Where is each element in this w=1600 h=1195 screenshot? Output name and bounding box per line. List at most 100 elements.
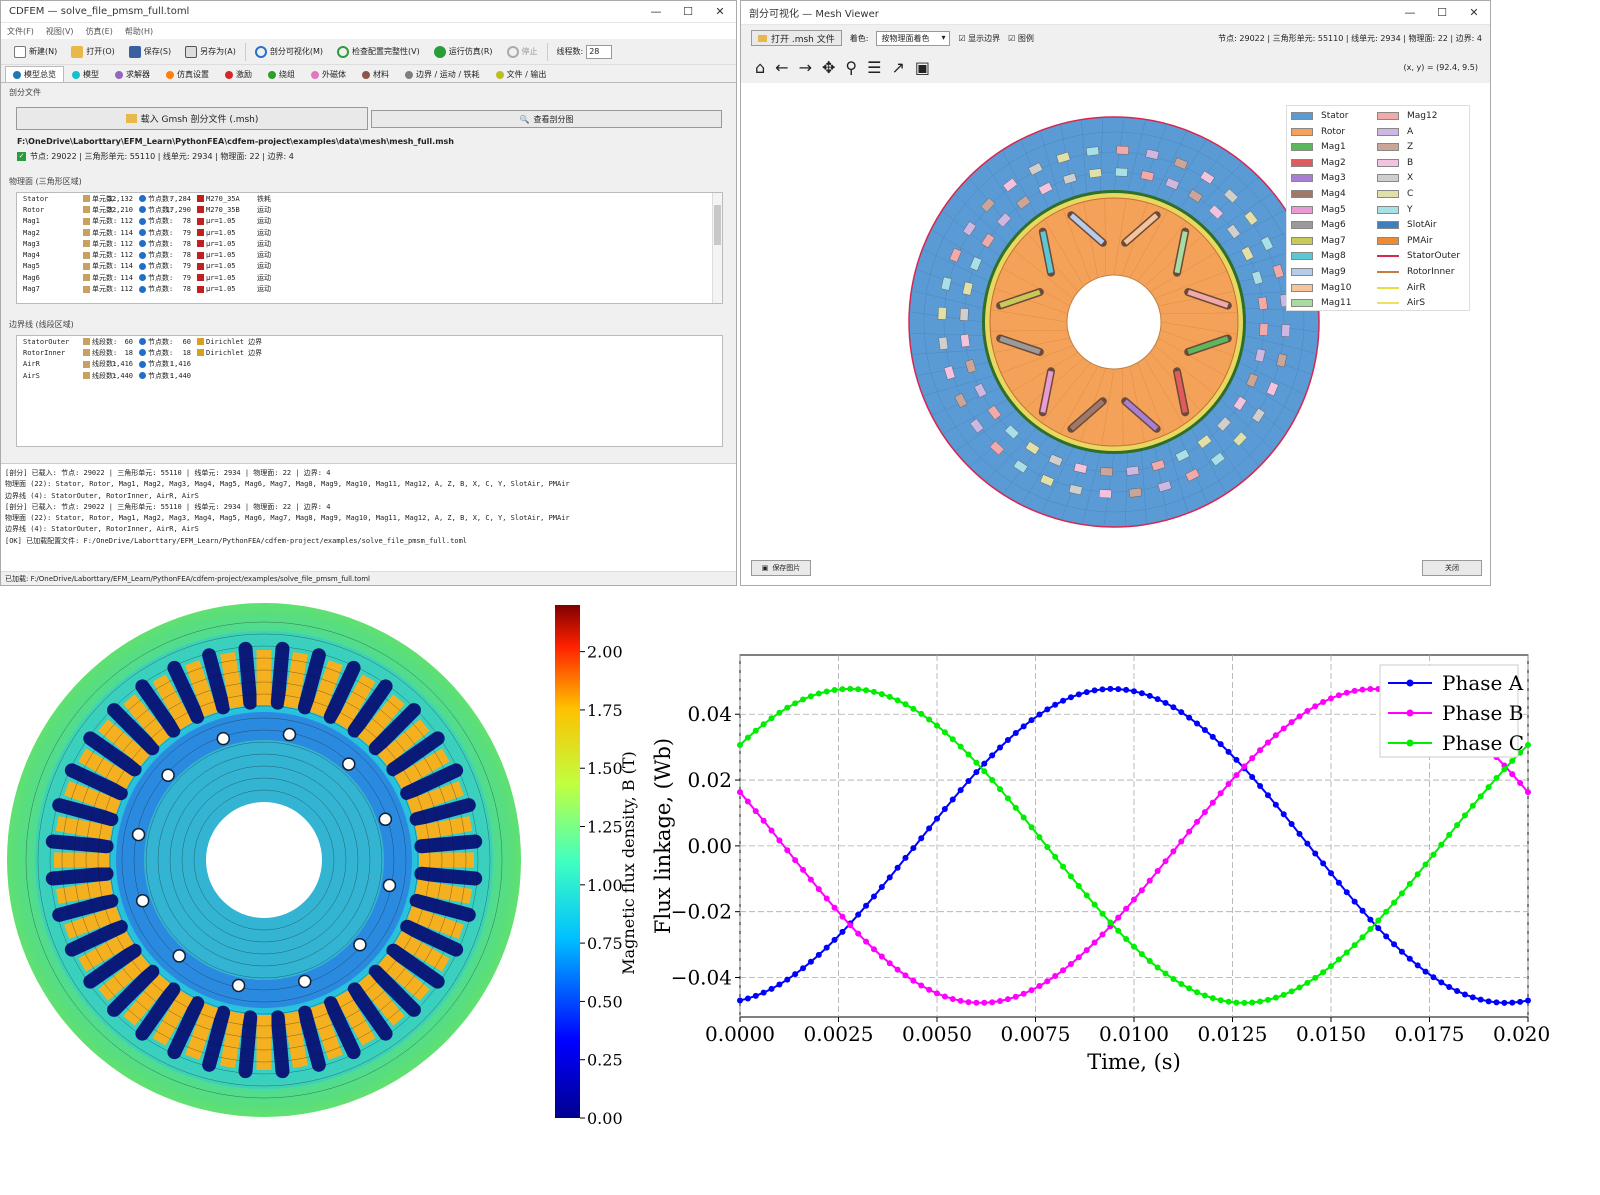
- show-boundary-checkbox[interactable]: ☑ 显示边界: [958, 33, 1000, 44]
- coil-patch: [1173, 157, 1189, 170]
- subplots-icon[interactable]: ☰: [867, 57, 882, 77]
- series-point: [973, 759, 980, 766]
- new-button[interactable]: 新建(N): [9, 44, 62, 60]
- menu-sim[interactable]: 仿真(E): [85, 26, 113, 36]
- bnd-row[interactable]: AirS 线段数: 1,440 节点数: 1,440: [17, 370, 722, 381]
- phys-row[interactable]: Mag5 单元数: 114 节点数: 79 μr=1.05 运动: [17, 261, 722, 272]
- elem-header: 单元数:: [92, 273, 118, 282]
- series-point: [1036, 711, 1043, 718]
- mesh-vis-button[interactable]: 剖分可视化(M): [250, 44, 328, 60]
- maximize-button[interactable]: ☐: [1437, 6, 1447, 19]
- stop-button[interactable]: 停止: [502, 44, 543, 60]
- scroll-thumb[interactable]: [714, 205, 721, 245]
- slot-region: [238, 641, 258, 710]
- menu-help[interactable]: 帮助(H): [124, 26, 154, 36]
- close-button[interactable]: ✕: [1469, 6, 1479, 19]
- phys-list[interactable]: Stator 单元数: 12,132 节点数: 7,284 M270_35A 铁耗 Rotor…: [16, 192, 723, 304]
- open-button[interactable]: 打开(O): [66, 44, 120, 60]
- x-tick-label: 0.0100: [1099, 1022, 1169, 1046]
- zoom-icon[interactable]: ⚲: [845, 57, 858, 77]
- series-point: [1146, 958, 1153, 965]
- series-point: [1091, 687, 1098, 694]
- run-button[interactable]: 运行仿真(R): [429, 44, 498, 60]
- save-icon[interactable]: ▣: [914, 57, 930, 77]
- legend-item: Mag9: [1291, 267, 1346, 277]
- phys-row[interactable]: Mag2 单元数: 114 节点数: 79 μr=1.05 运动: [17, 227, 722, 238]
- threads-spinbox[interactable]: 28: [586, 44, 613, 59]
- series-point: [1280, 725, 1287, 732]
- phys-row[interactable]: Mag6 单元数: 114 节点数: 79 μr=1.05 运动: [17, 272, 722, 283]
- menu-view[interactable]: 视图(V): [45, 26, 74, 36]
- material-label: μr=1.05: [206, 262, 236, 271]
- save-image-button[interactable]: ▣ 保存图片: [751, 560, 811, 576]
- back-icon[interactable]: ←: [775, 57, 789, 77]
- maximize-button[interactable]: ☐: [683, 5, 693, 18]
- tab-4[interactable]: 激励: [217, 66, 260, 82]
- coil-patch: [1251, 407, 1266, 423]
- home-icon[interactable]: ⌂: [755, 57, 766, 77]
- minimize-button[interactable]: —: [1404, 6, 1416, 19]
- seg-header: 线段数:: [92, 360, 118, 369]
- series-point: [1083, 947, 1090, 954]
- series-point: [1288, 719, 1295, 726]
- color-select[interactable]: 按物理面着色 ▾: [876, 30, 951, 46]
- tooth-field: [78, 931, 134, 972]
- phys-row[interactable]: Mag3 单元数: 112 节点数: 78 μr=1.05 运动: [17, 238, 722, 249]
- log-console[interactable]: [剖分] 已载入: 节点: 29022 | 三角形单元: 55110 | 线单元…: [1, 463, 736, 571]
- phys-row[interactable]: Mag4 单元数: 112 节点数: 78 μr=1.05 运动: [17, 249, 722, 260]
- node-header: 节点数:: [148, 337, 174, 346]
- tab-7[interactable]: 材料: [354, 66, 397, 82]
- tab-8[interactable]: 边界 / 运动 / 铁耗: [397, 66, 488, 82]
- menu-file[interactable]: 文件(F): [7, 26, 34, 36]
- pan-icon[interactable]: ✥: [821, 57, 836, 77]
- bnd-row[interactable]: AirR 线段数: 1,416 节点数: 1,416: [17, 359, 722, 370]
- coil-patch: [964, 359, 977, 374]
- view-mesh-button[interactable]: 🔍 查看剖分图: [371, 110, 722, 128]
- bnd-row[interactable]: RotorInner 线段数: 18 节点数: 18 Dirichlet 边界: [17, 347, 722, 358]
- save-as-button[interactable]: 另存为(A): [180, 44, 241, 60]
- mesh-ring: [923, 131, 1305, 513]
- series-point: [1004, 996, 1011, 1003]
- phys-row[interactable]: Stator 单元数: 12,132 节点数: 7,284 M270_35A 铁耗: [17, 193, 722, 204]
- legend-item: Mag8: [1291, 251, 1346, 261]
- tab-0[interactable]: 模型总览: [5, 66, 64, 82]
- coil-patch: [1245, 372, 1259, 388]
- phys-row[interactable]: Mag1 单元数: 112 节点数: 78 μr=1.05 运动: [17, 216, 722, 227]
- legend-item: RotorInner: [1377, 267, 1454, 277]
- series-point: [886, 874, 893, 881]
- mesh-edge: [1083, 201, 1099, 278]
- tab-5[interactable]: 绕组: [260, 66, 303, 82]
- mesh-plot[interactable]: [741, 85, 1490, 555]
- phys-row[interactable]: Rotor 单元数: 32,210 节点数: 17,290 M270_35B 运动: [17, 204, 722, 215]
- tab-3[interactable]: 仿真设置: [158, 66, 217, 82]
- folder-icon: [71, 45, 84, 58]
- phys-row[interactable]: Mag7 单元数: 112 节点数: 78 μr=1.05 运动: [17, 283, 722, 294]
- minimize-button[interactable]: —: [650, 5, 662, 18]
- axes-edit-icon[interactable]: ↗: [891, 57, 905, 77]
- node-count: 7,284: [169, 194, 191, 203]
- tab-1[interactable]: 模型: [64, 66, 107, 82]
- forward-icon[interactable]: →: [798, 57, 812, 77]
- tab-9[interactable]: 文件 / 输出: [488, 66, 555, 82]
- check-config-button[interactable]: 检查配置完整性(V): [332, 44, 425, 60]
- mesh-edge: [1021, 442, 1061, 506]
- close-button[interactable]: ✕: [715, 5, 725, 18]
- phys-scrollbar[interactable]: [712, 193, 722, 303]
- tab-2[interactable]: 求解器: [107, 66, 158, 82]
- save-button[interactable]: 保存(S): [124, 44, 176, 60]
- viewer-controls: 打开 .msh 文件 着色: 按物理面着色 ▾ ☑ 显示边界 ☑ 图例 节点: 2…: [741, 25, 1490, 51]
- node-header: 节点数:: [148, 217, 174, 226]
- check-icon: ✓: [17, 152, 26, 161]
- bnd-list[interactable]: StatorOuter 线段数: 60 节点数: 60 Dirichlet 边界 Rotor…: [16, 335, 723, 447]
- coil-patch: [937, 307, 947, 320]
- open-msh-button[interactable]: 打开 .msh 文件: [751, 30, 842, 46]
- legend-checkbox[interactable]: ☑ 图例: [1008, 33, 1034, 44]
- close-viewer-button[interactable]: 关闭: [1422, 560, 1482, 576]
- bnd-row[interactable]: StatorOuter 线段数: 60 节点数: 60 Dirichlet 边界: [17, 336, 722, 347]
- mesh-edge: [911, 349, 985, 355]
- coil-patch: [962, 221, 977, 237]
- mesh-stats: 节点: 29022 | 三角形单元: 55110 | 线单元: 2934 | 物…: [30, 152, 294, 161]
- node-header: 节点数:: [148, 348, 174, 357]
- load-mesh-button[interactable]: 载入 Gmsh 剖分文件 (.msh): [16, 107, 368, 130]
- tab-6[interactable]: 外磁体: [303, 66, 354, 82]
